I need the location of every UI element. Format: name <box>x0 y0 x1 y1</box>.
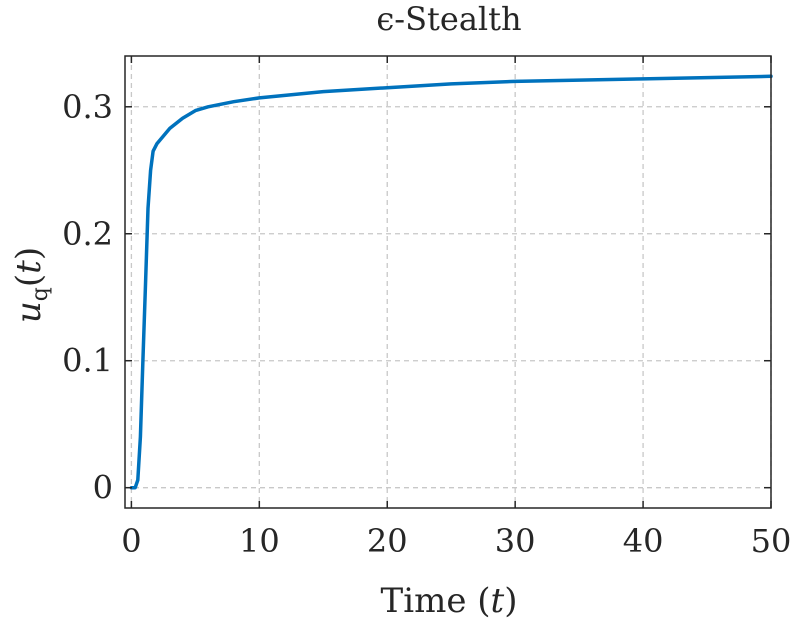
y-axis-label-base: u <box>9 301 49 323</box>
y-tick-label-2: 0.2 <box>62 215 113 253</box>
series-line <box>129 74 773 490</box>
x-axis-label-text: Time <box>381 581 467 621</box>
x-axis-label: Time (t) <box>381 581 518 621</box>
y-axis-label-var: t <box>9 260 49 274</box>
x-tick-label-1: 10 <box>239 522 280 560</box>
x-tick-label-2: 20 <box>367 522 408 560</box>
y-tick-label-1: 0.1 <box>62 342 113 380</box>
y-tick-label-0: 0 <box>93 469 113 507</box>
x-tick-label-0: 0 <box>121 522 141 560</box>
x-tick-label-3: 30 <box>495 522 536 560</box>
chart-title: ϵ-Stealth <box>376 0 521 38</box>
y-tick-label-3: 0.3 <box>62 88 113 126</box>
plot-area-frame <box>124 55 772 509</box>
x-tick-label-4: 40 <box>623 522 664 560</box>
axis-ticks: 0 10 20 30 40 50 0 0.1 0.2 0.3 <box>62 56 791 560</box>
y-axis-label: uq(t) <box>9 247 53 323</box>
grid-lines <box>125 56 772 508</box>
x-axis-label-var: t <box>491 581 505 621</box>
x-tick-label-5: 50 <box>751 522 792 560</box>
y-axis-label-sub: q <box>28 287 53 301</box>
